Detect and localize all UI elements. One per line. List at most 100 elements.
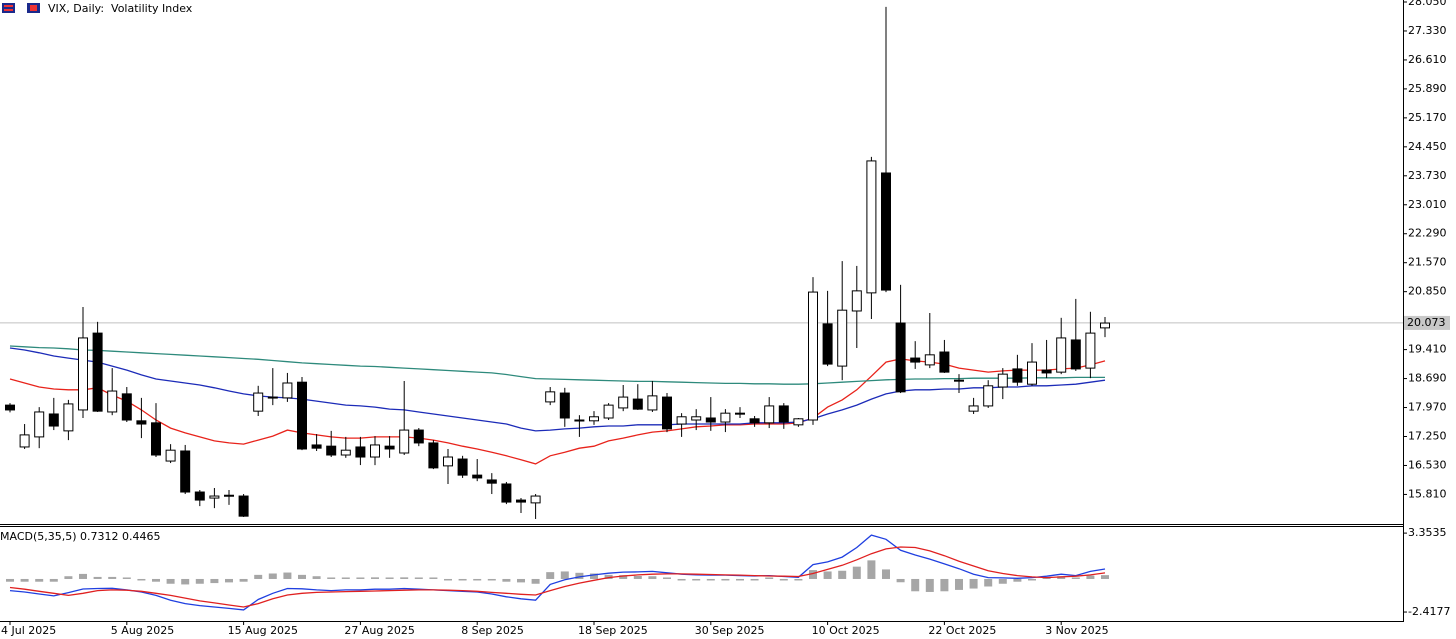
candle-body — [194, 491, 205, 501]
macd-line — [9, 534, 1106, 611]
y-tick-label: 23.010 — [1408, 198, 1447, 211]
histogram-bar — [955, 578, 963, 590]
candle-body — [370, 444, 380, 458]
x-tick-label: 24 Jul 2025 — [0, 624, 56, 637]
candle-body — [340, 449, 351, 456]
histogram-bar — [648, 576, 657, 579]
candle-body — [808, 291, 818, 421]
histogram-bar — [458, 578, 467, 581]
candle-body — [238, 495, 249, 517]
candle-body — [443, 456, 453, 467]
signal-value: 0.4465 — [122, 530, 161, 543]
candle-body — [997, 373, 1008, 388]
candle-body — [311, 444, 322, 449]
candle-body — [355, 446, 366, 458]
y-tick-label: 17.250 — [1408, 430, 1447, 443]
histogram-bar — [925, 578, 934, 592]
candle-body — [1041, 369, 1052, 374]
candle-body — [647, 395, 658, 411]
x-tick-label: 30 Sep 2025 — [695, 624, 765, 637]
y-tick-label: 25.170 — [1408, 111, 1447, 124]
candle-body — [924, 354, 935, 366]
histogram-bar — [20, 578, 29, 582]
candle-body — [63, 403, 74, 432]
candle-body — [253, 392, 264, 412]
histogram-bar — [677, 578, 686, 581]
candle-body — [472, 474, 483, 479]
histogram-bar — [371, 577, 379, 579]
candle-body — [399, 429, 410, 454]
histogram-bar — [794, 578, 803, 581]
histogram-bar — [984, 578, 993, 587]
candle-body — [778, 405, 789, 423]
candle-body — [968, 405, 979, 412]
candle-body — [954, 379, 964, 382]
histogram-bar — [414, 577, 423, 579]
histogram-bar — [633, 575, 642, 579]
candle-body — [530, 495, 541, 504]
candle-body — [34, 411, 45, 438]
histogram-bar — [531, 578, 540, 584]
histogram-bar — [254, 574, 263, 579]
histogram-bar — [721, 578, 730, 581]
histogram-bar — [108, 576, 117, 579]
candle-body — [486, 479, 497, 484]
candle-body — [326, 445, 337, 456]
histogram-bar — [137, 578, 146, 581]
histogram-bar — [225, 578, 233, 583]
y-tick-label: 22.290 — [1408, 227, 1447, 240]
candle-body — [1100, 322, 1110, 329]
moving-average — [9, 347, 1106, 432]
candle-body — [691, 416, 702, 421]
histogram-bar — [6, 578, 14, 582]
histogram-bar — [210, 578, 219, 584]
histogram-bar — [327, 577, 336, 579]
y-tick-label: 20.850 — [1408, 285, 1447, 298]
candle-body — [851, 290, 862, 312]
histogram-bar — [1057, 576, 1066, 579]
candle-body — [78, 337, 88, 411]
y-tick-label: 26.610 — [1408, 53, 1447, 66]
y-tick-label: 18.690 — [1408, 372, 1447, 385]
y-tick-label: 24.450 — [1408, 140, 1447, 153]
candle-body — [589, 416, 599, 422]
candle-body — [19, 434, 30, 448]
histogram-bar — [736, 578, 744, 581]
candle-body — [676, 416, 687, 425]
candle-body — [881, 172, 891, 291]
candle-body — [749, 418, 760, 424]
histogram-bar — [473, 578, 482, 581]
candle-body — [180, 450, 191, 493]
histogram-bar — [385, 577, 394, 579]
histogram-bar — [312, 576, 321, 579]
histogram-bar — [64, 576, 73, 579]
candle-body — [720, 412, 731, 423]
x-tick-label: 22 Oct 2025 — [928, 624, 996, 637]
icon — [4, 5, 13, 7]
y-tick-label: 23.730 — [1408, 169, 1447, 182]
histogram-bar — [590, 573, 598, 579]
histogram-bar — [619, 575, 628, 579]
histogram-bar — [195, 578, 204, 584]
histogram-bar — [283, 572, 292, 579]
candle-body — [822, 323, 833, 365]
candle-body — [413, 429, 424, 444]
candle-body — [428, 442, 439, 469]
y-tick-label: 19.410 — [1408, 343, 1447, 356]
y-tick-label: -2.4177 — [1408, 605, 1450, 618]
histogram-bar — [152, 578, 160, 582]
candle-body — [267, 396, 278, 399]
candle-body — [574, 419, 585, 422]
histogram-bar — [823, 571, 832, 579]
histogram-bar — [166, 578, 175, 584]
histogram-bar — [239, 578, 248, 582]
y-tick-label: 3.3535 — [1408, 526, 1447, 539]
candle-body — [895, 322, 906, 393]
histogram-bar — [502, 578, 511, 582]
candle-body — [1070, 339, 1081, 370]
histogram-bar — [604, 574, 613, 579]
histogram-bar — [444, 578, 452, 581]
candle-body — [793, 418, 804, 426]
histogram-bar — [663, 577, 671, 579]
